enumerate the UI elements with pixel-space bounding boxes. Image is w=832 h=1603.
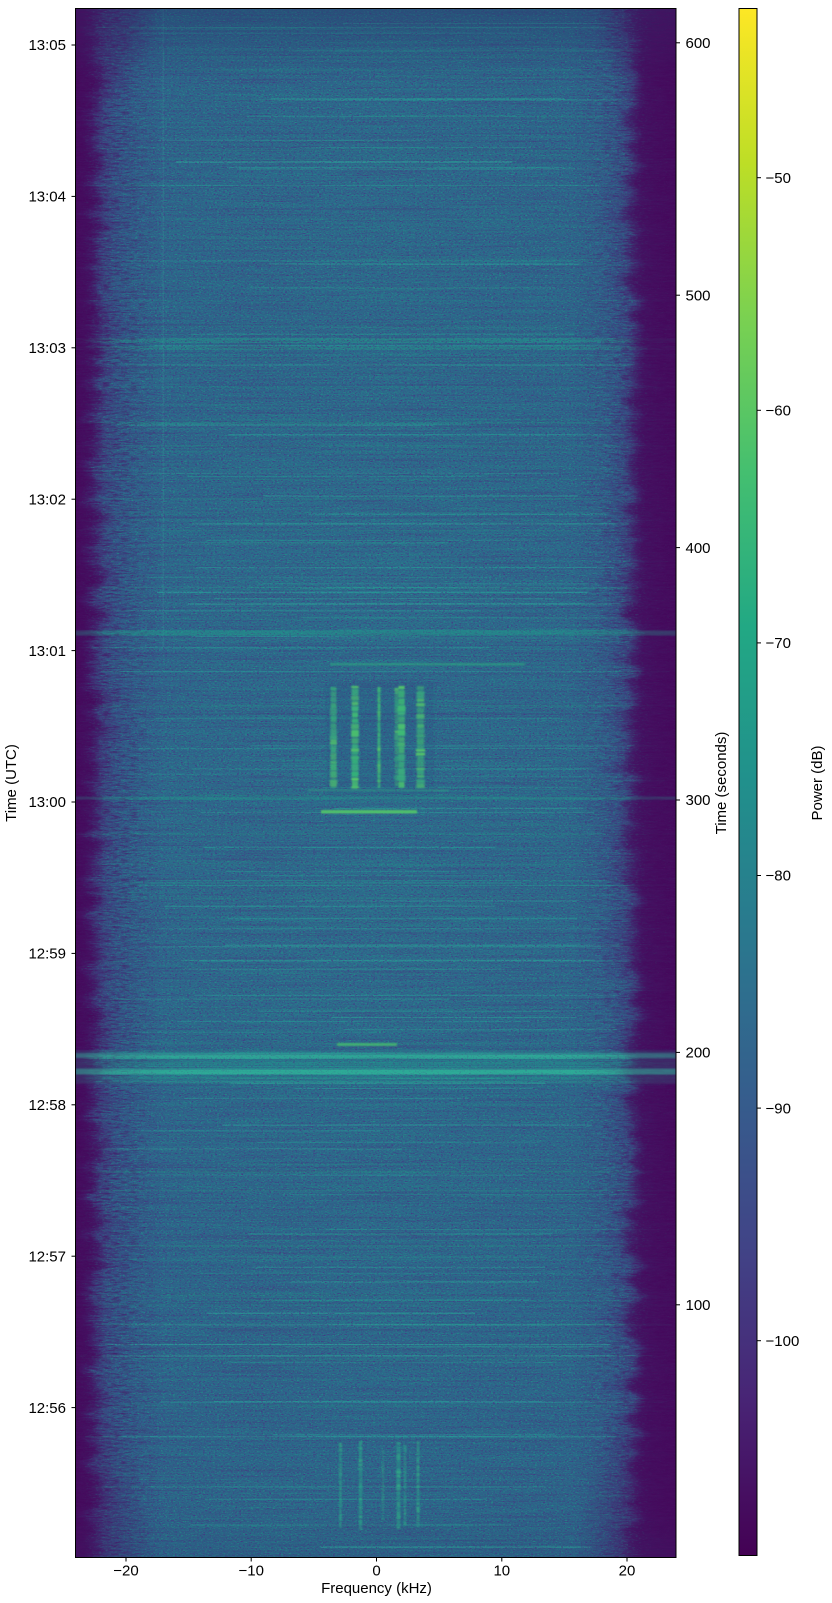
svg-text:Frequency (kHz): Frequency (kHz) — [321, 1580, 432, 1597]
svg-text:−20: −20 — [113, 1563, 138, 1580]
svg-text:Time (UTC): Time (UTC) — [3, 744, 20, 822]
svg-text:12:56: 12:56 — [28, 1400, 66, 1417]
svg-text:400: 400 — [686, 540, 711, 557]
svg-text:10: 10 — [493, 1563, 510, 1580]
svg-text:−60: −60 — [766, 403, 791, 420]
svg-text:Power (dB): Power (dB) — [809, 745, 826, 820]
svg-text:−50: −50 — [766, 170, 791, 187]
svg-text:13:01: 13:01 — [28, 643, 66, 660]
svg-text:13:03: 13:03 — [28, 340, 66, 357]
svg-text:−100: −100 — [766, 1333, 800, 1350]
svg-text:13:00: 13:00 — [28, 794, 66, 811]
svg-text:12:57: 12:57 — [28, 1248, 66, 1265]
svg-text:−10: −10 — [238, 1563, 263, 1580]
svg-text:−90: −90 — [766, 1100, 791, 1117]
svg-text:200: 200 — [686, 1045, 711, 1062]
svg-text:13:04: 13:04 — [28, 189, 66, 206]
svg-text:500: 500 — [686, 287, 711, 304]
svg-text:13:02: 13:02 — [28, 491, 66, 508]
svg-text:600: 600 — [686, 35, 711, 52]
svg-text:20: 20 — [619, 1563, 636, 1580]
svg-text:100: 100 — [686, 1297, 711, 1314]
svg-text:13:05: 13:05 — [28, 37, 66, 54]
svg-text:Time (seconds): Time (seconds) — [713, 732, 730, 835]
svg-text:12:58: 12:58 — [28, 1097, 66, 1114]
svg-text:12:59: 12:59 — [28, 946, 66, 963]
svg-text:0: 0 — [372, 1563, 380, 1580]
svg-text:−70: −70 — [766, 635, 791, 652]
svg-text:−80: −80 — [766, 868, 791, 885]
svg-text:300: 300 — [686, 792, 711, 809]
